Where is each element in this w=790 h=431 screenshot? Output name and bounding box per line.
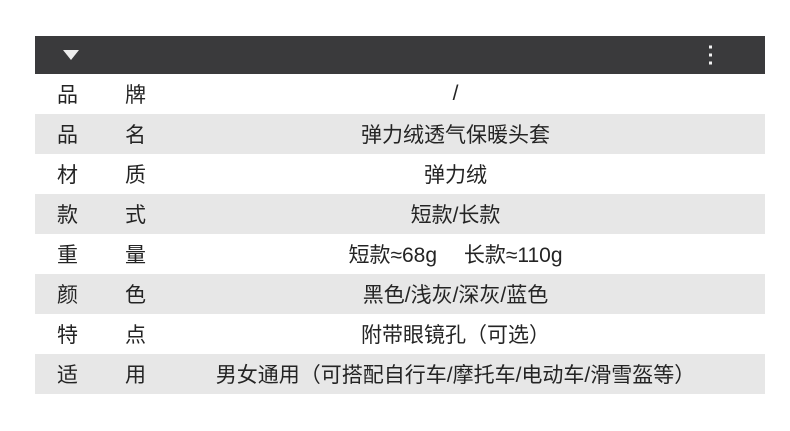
table-row-color: 颜 色 黑色/浅灰/深灰/蓝色: [35, 274, 765, 314]
row-value: /: [452, 82, 459, 105]
row-value: 黑色/浅灰/深灰/蓝色: [362, 284, 549, 307]
label-char: 名: [125, 124, 146, 147]
row-value: 弹力绒透气保暖头套: [361, 124, 550, 147]
label-char: 品: [57, 84, 78, 107]
label-char: 材: [57, 164, 78, 187]
more-options-icon[interactable]: [707, 44, 714, 67]
table-header-bar: [35, 36, 765, 74]
row-label: 款 式: [57, 199, 146, 229]
table-row-style: 款 式 短款/长款: [35, 194, 765, 234]
row-value: 短款≈68g 长款≈110g: [348, 244, 563, 267]
row-value: 男女通用（可搭配自行车/摩托车/电动车/滑雪盔等）: [215, 364, 696, 387]
kebab-dot: [709, 61, 712, 65]
label-char: 款: [57, 204, 78, 227]
label-char: 色: [125, 284, 146, 307]
row-value: 弹力绒: [424, 164, 487, 187]
row-label: 品 名: [57, 119, 146, 149]
label-char: 适: [57, 364, 78, 387]
table-row-name: 品 名 弹力绒透气保暖头套: [35, 114, 765, 154]
collapse-triangle-icon[interactable]: [63, 50, 79, 60]
table-row-brand: 品 牌 /: [35, 74, 765, 114]
spec-table-panel: 品 牌 / 品 名 弹力绒透气保暖头套 材 质 弹力绒: [35, 36, 765, 394]
table-row-material: 材 质 弹力绒: [35, 154, 765, 194]
row-value: 短款/长款: [410, 204, 501, 227]
row-value: 附带眼镜孔（可选）: [361, 324, 550, 347]
label-char: 颜: [57, 284, 78, 307]
label-char: 点: [125, 324, 146, 347]
row-label: 特 点: [57, 319, 146, 349]
label-char: 量: [125, 244, 146, 267]
kebab-dot: [709, 53, 712, 57]
label-char: 重: [57, 244, 78, 267]
row-label: 品 牌: [57, 79, 146, 109]
table-row-applicable: 适 用 男女通用（可搭配自行车/摩托车/电动车/滑雪盔等）: [35, 354, 765, 394]
row-label: 材 质: [57, 159, 146, 189]
label-char: 特: [57, 324, 78, 347]
spec-rows: 品 牌 / 品 名 弹力绒透气保暖头套 材 质 弹力绒: [35, 74, 765, 394]
label-char: 牌: [125, 84, 146, 107]
label-char: 质: [125, 164, 146, 187]
label-char: 式: [125, 204, 146, 227]
row-label: 适 用: [57, 359, 146, 389]
table-row-feature: 特 点 附带眼镜孔（可选）: [35, 314, 765, 354]
kebab-dot: [709, 45, 712, 49]
label-char: 品: [57, 124, 78, 147]
table-row-weight: 重 量 短款≈68g 长款≈110g: [35, 234, 765, 274]
row-label: 重 量: [57, 239, 146, 269]
label-char: 用: [125, 364, 146, 387]
row-label: 颜 色: [57, 279, 146, 309]
